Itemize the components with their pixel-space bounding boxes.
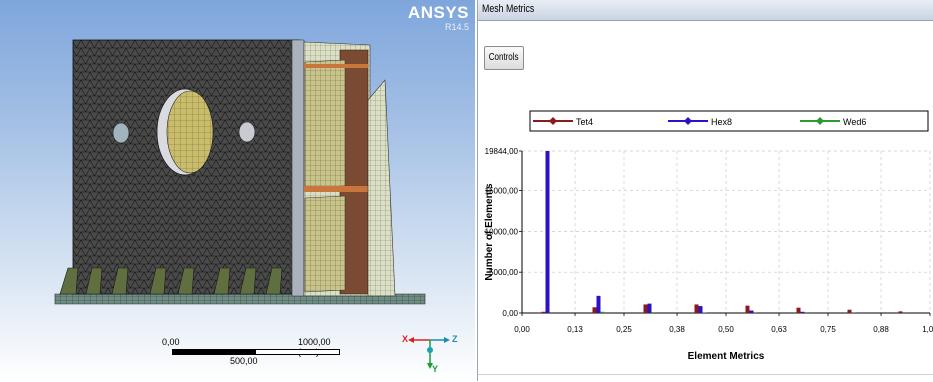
y-axis-title: Number of Elements [484,183,495,281]
y-tick-label: 19844,00 [485,147,519,156]
scale-bar-track [172,349,340,355]
bar-wed6 [601,312,605,313]
scale-bar-fill [173,350,256,354]
legend-label-tet4: Tet4 [576,117,593,127]
bar-hex8 [648,304,652,313]
x-tick-label: 0,88 [873,325,889,334]
legend-label-wed6: Wed6 [843,117,866,127]
triad-arrows [400,322,460,374]
scale-bar: 0,00 1000,00 (mm) 500,00 [160,337,340,367]
bar-hex8 [597,296,601,313]
bar-hex8 [546,151,550,313]
panel-header: Mesh Metrics [478,0,933,21]
axis-triad[interactable]: X Z Y [400,322,460,374]
x-tick-label: 0,63 [771,325,787,334]
triad-y-label: Y [432,364,438,374]
x-tick-label: 0,13 [567,325,583,334]
triad-z-label: Z [452,334,458,344]
bar-tet4 [797,308,801,313]
legend-label-hex8: Hex8 [711,117,732,127]
bar-tet4 [542,312,546,313]
x-tick-label: 0,25 [616,325,632,334]
scale-bar-start-label: 0,00 [162,337,180,347]
panel-title: Mesh Metrics [482,3,534,15]
x-tick-label: 0,50 [718,325,734,334]
bar-hex8 [750,311,754,313]
controls-button[interactable]: Controls [484,46,524,70]
bar-hex8 [699,306,703,313]
scale-bar-mid-label: 500,00 [230,356,258,366]
bar-tet4 [644,304,648,313]
bar-tet4 [695,304,699,313]
controls-button-label: Controls [489,47,519,69]
x-tick-label: 0,75 [820,325,836,334]
bar-tet4 [593,307,597,313]
graphics-viewport[interactable]: ANSYS R14.5 [0,0,475,381]
x-axis-title: Element Metrics [688,351,765,362]
x-tick-label: 0,00 [514,325,530,334]
bar-tet4 [899,311,903,313]
bar-tet4 [848,310,852,313]
x-tick-label: 0,38 [669,325,685,334]
x-tick-label: 1,00 [922,325,933,334]
bar-hex8 [801,312,805,313]
bar-wed6 [652,312,656,313]
bar-tet4 [746,306,750,313]
triad-x-label: X [402,334,408,344]
y-tick-label: 0,00 [502,309,518,318]
